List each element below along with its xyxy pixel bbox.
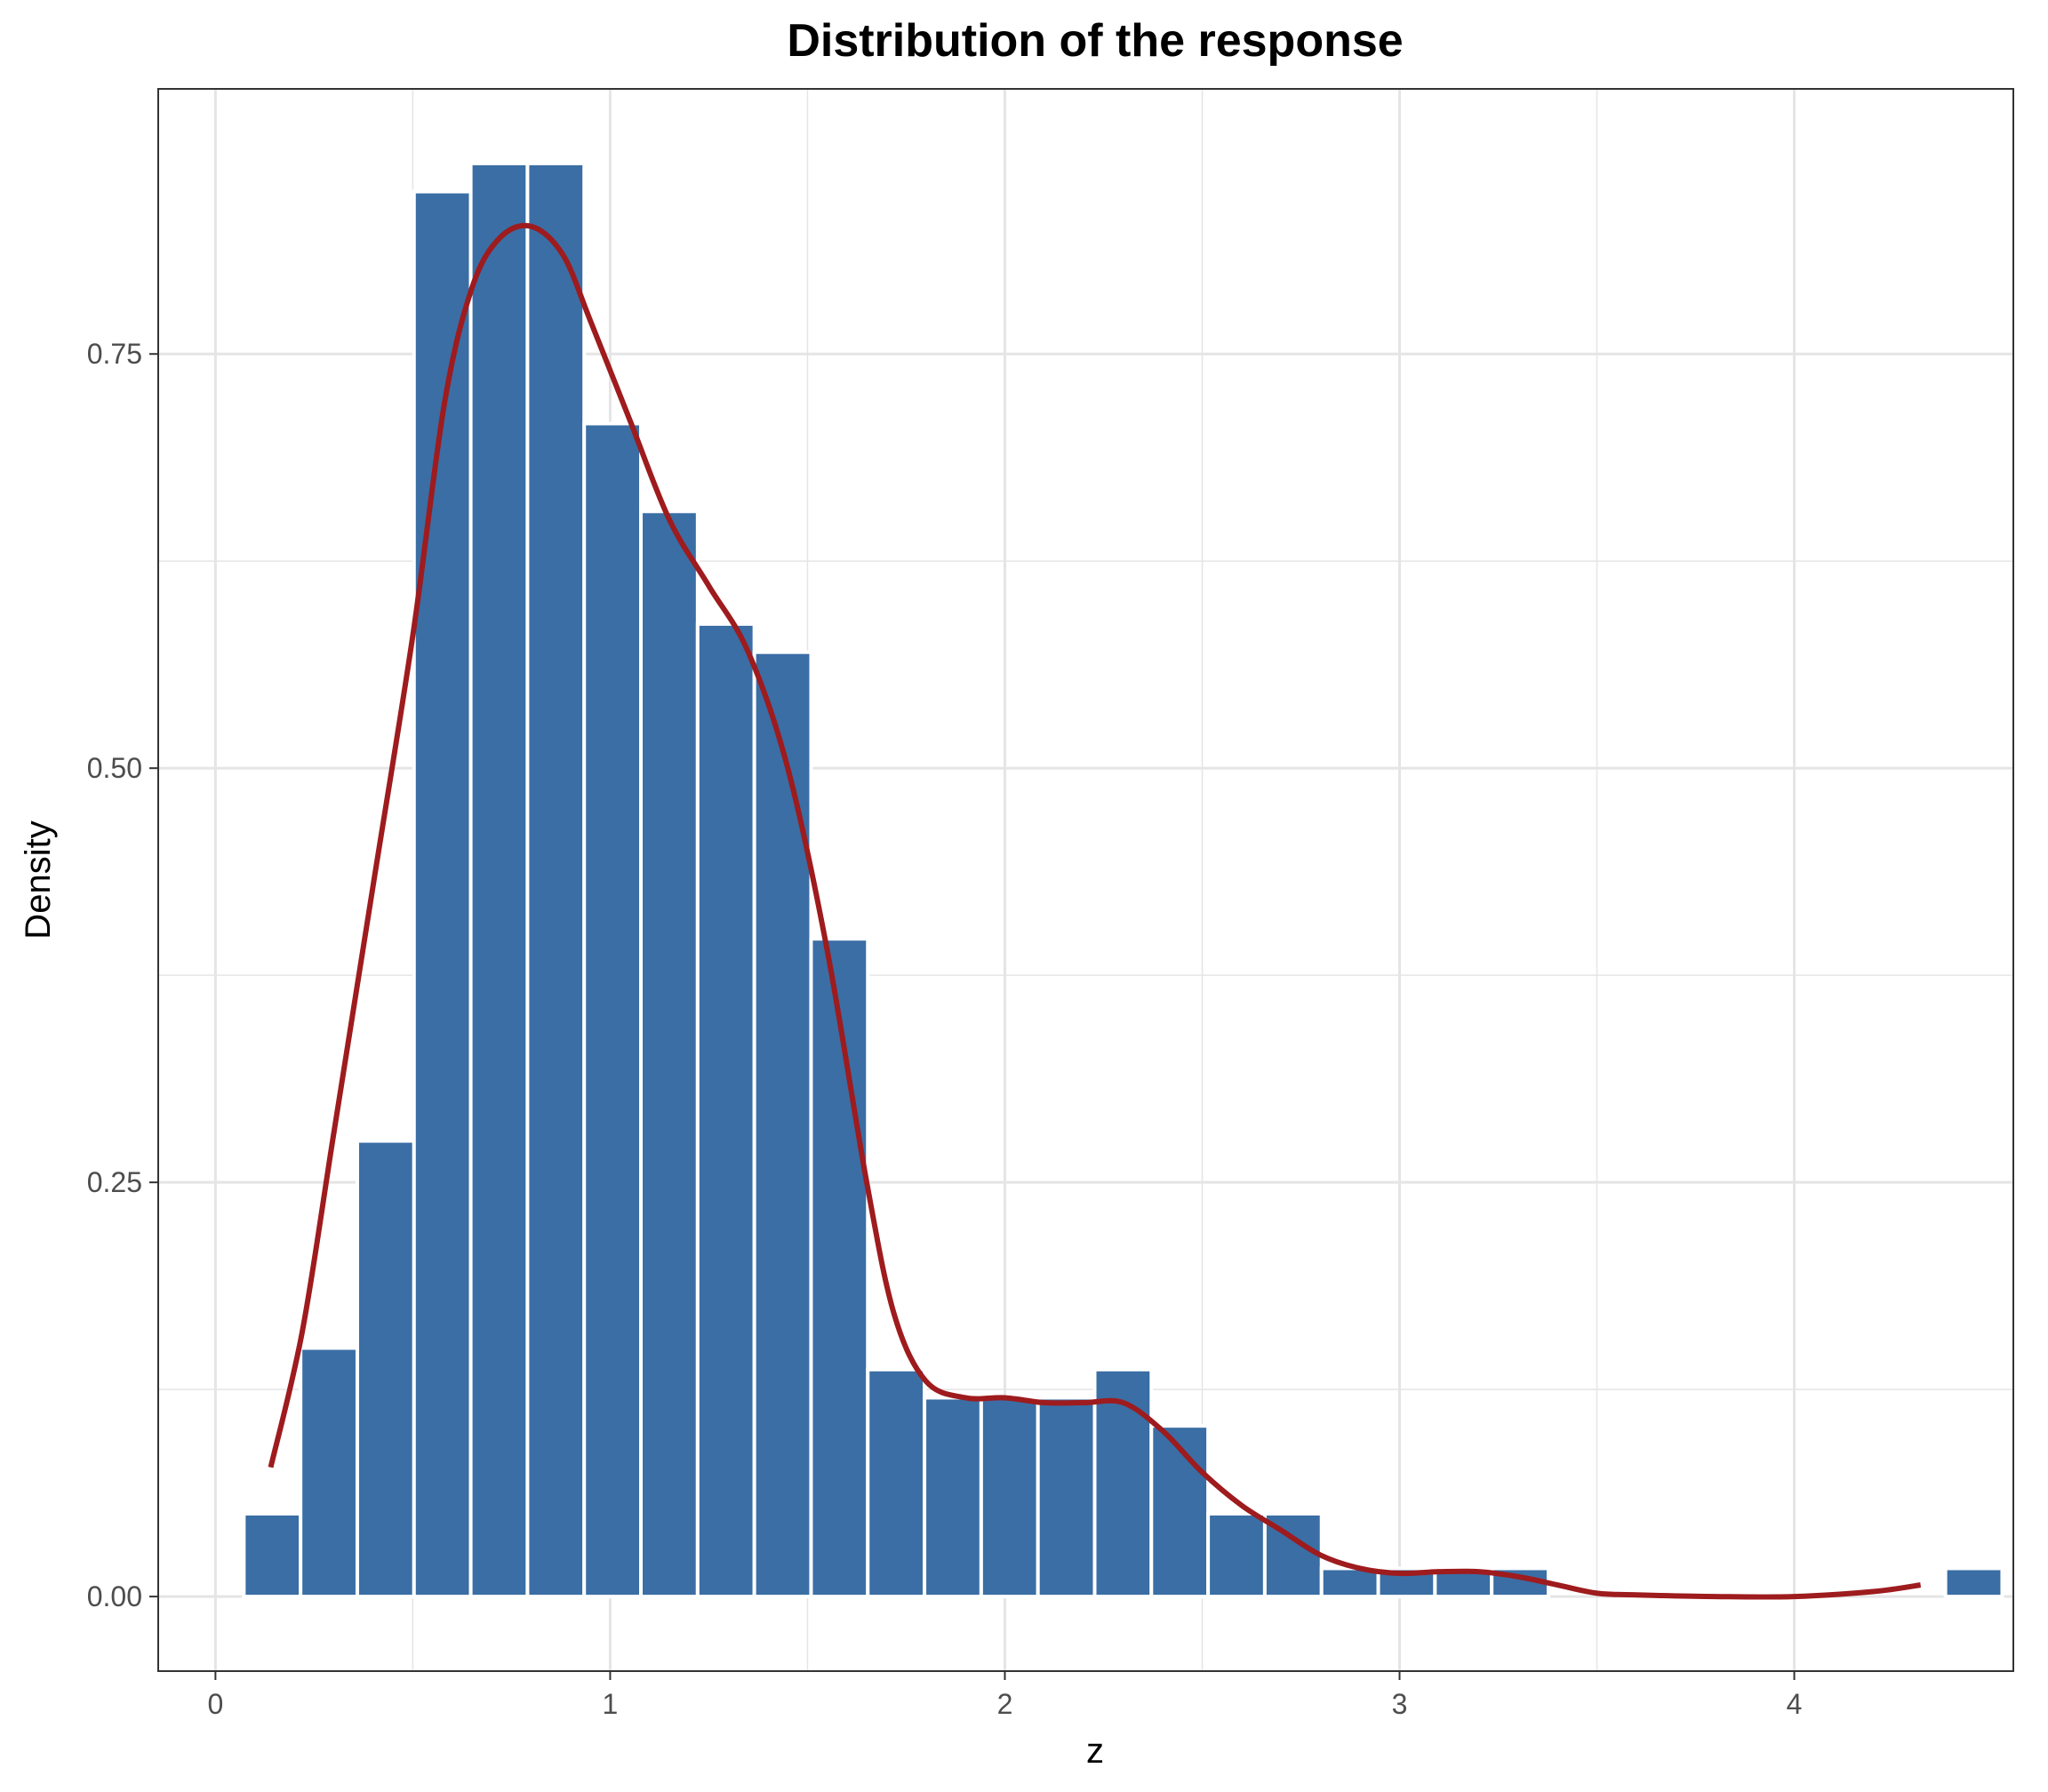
histogram-bar — [299, 1346, 359, 1599]
density-curve — [268, 222, 1922, 1600]
x-axis-ticks: 0 1 2 3 4 — [207, 1671, 1802, 1720]
chart-title: Distribution of the response — [787, 15, 1403, 67]
histogram-bar — [1319, 1566, 1380, 1599]
histogram-bar — [1036, 1396, 1097, 1599]
histogram-bar — [1149, 1424, 1211, 1599]
x-tick-label: 4 — [1787, 1688, 1803, 1720]
x-tick-label: 2 — [997, 1688, 1013, 1720]
x-tick-label: 1 — [603, 1688, 619, 1720]
histogram-bar — [1943, 1566, 2004, 1599]
histogram-bar — [809, 937, 870, 1599]
y-tick-label: 0.00 — [87, 1580, 142, 1612]
density-curve-layer — [268, 222, 1922, 1600]
x-axis-title: z — [1086, 1732, 1104, 1771]
histogram-bar — [468, 161, 530, 1599]
y-tick-label: 0.25 — [87, 1166, 142, 1198]
histogram-bar — [979, 1396, 1040, 1599]
y-tick-label: 0.50 — [87, 752, 142, 784]
histogram-bar — [695, 622, 756, 1599]
y-axis-title: Density — [19, 820, 58, 939]
histogram-bar — [242, 1511, 303, 1599]
histogram-bar — [582, 421, 644, 1599]
histogram-bar — [1206, 1511, 1267, 1599]
histogram-bar — [639, 509, 700, 1599]
histogram-bars — [242, 161, 2004, 1599]
histogram-bar — [355, 1139, 416, 1599]
histogram-bar — [923, 1396, 983, 1599]
x-tick-label: 3 — [1392, 1688, 1408, 1720]
histogram-bar — [525, 161, 587, 1599]
y-tick-label: 0.75 — [87, 338, 142, 370]
x-tick-label: 0 — [207, 1688, 223, 1720]
histogram-bar — [752, 650, 813, 1599]
y-axis-ticks: 0.00 0.25 0.50 0.75 — [87, 338, 158, 1612]
panel-border — [157, 88, 2014, 1672]
histogram-bar — [866, 1367, 927, 1599]
